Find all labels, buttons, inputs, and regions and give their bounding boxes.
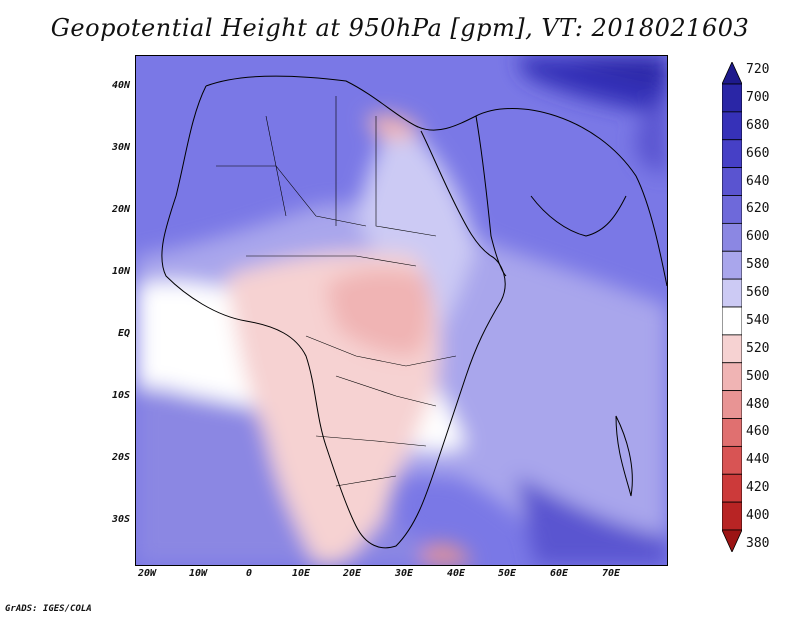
- lon-label-10e: 10E: [291, 568, 311, 579]
- lon-label-50e: 50E: [497, 568, 517, 579]
- chart-title: Geopotential Height at 950hPa [gpm], VT:…: [50, 14, 750, 42]
- colorbar-label: 700: [746, 89, 770, 105]
- colorbar-top-arrow: [722, 62, 742, 85]
- coastlines: [161, 75, 667, 549]
- colorbar-segment: [722, 473, 742, 503]
- lat-label-30n: 30N: [111, 142, 130, 153]
- colorbar-segment: [722, 222, 742, 252]
- lon-label-10w: 10W: [188, 568, 208, 579]
- colorbar-label: 460: [746, 424, 770, 440]
- colorbar-segment: [722, 418, 742, 447]
- lon-label-60e: 60E: [549, 568, 569, 579]
- lat-label-eq: EQ: [117, 328, 130, 339]
- lat-label-40n: 40N: [111, 80, 130, 91]
- colorbar-segment: [722, 445, 742, 475]
- country-borders: [216, 96, 457, 487]
- colorbar-segment: [722, 306, 742, 336]
- colorbar-label: 500: [746, 368, 770, 384]
- lat-label-10s: 10S: [111, 390, 130, 401]
- colorbar-label: 560: [746, 285, 770, 301]
- lon-label-40e: 40E: [446, 568, 466, 579]
- lon-label-20e: 20E: [342, 568, 362, 579]
- lat-label-10n: 10N: [111, 266, 130, 277]
- colorbar-label: 600: [746, 229, 770, 245]
- colorbar-segment: [722, 501, 742, 531]
- colorbar-label: 420: [746, 480, 770, 496]
- colorbar-segment: [722, 334, 742, 364]
- lon-label-70e: 70E: [601, 568, 621, 579]
- colorbar-label: 520: [746, 340, 770, 356]
- lon-label-20w: 20W: [137, 568, 157, 579]
- colorbar-label: 540: [746, 312, 770, 328]
- lat-label-30s: 30S: [111, 514, 130, 525]
- colorbar-segment: [722, 195, 742, 224]
- colorbar-label: 440: [746, 452, 770, 468]
- colorbar-segment: [722, 278, 742, 308]
- colorbar-segment: [722, 167, 742, 196]
- map-area: [135, 55, 668, 566]
- colorbar-label: 400: [746, 508, 770, 524]
- colorbar-segment: [722, 362, 742, 392]
- colorbar: [722, 62, 742, 552]
- colorbar-segment: [722, 250, 742, 280]
- lat-label-20n: 20N: [111, 204, 130, 215]
- colorbar-label: 680: [746, 117, 770, 133]
- colorbar-label: 720: [746, 62, 770, 78]
- colorbar-segment: [722, 139, 742, 169]
- credit-text: GrADS: IGES/COLA: [5, 604, 92, 614]
- geopotential-field: [136, 56, 667, 565]
- colorbar-label: 620: [746, 201, 770, 217]
- colorbar-segment: [722, 111, 742, 141]
- lat-label-20s: 20S: [111, 452, 130, 463]
- colorbar-bottom-arrow: [722, 529, 742, 552]
- colorbar-label: 380: [746, 535, 770, 551]
- colorbar-segment: [722, 83, 742, 113]
- field-contours: [136, 56, 667, 565]
- lon-label-0: 0: [245, 568, 253, 579]
- colorbar-label: 480: [746, 396, 770, 412]
- colorbar-label: 580: [746, 257, 770, 273]
- colorbar-label: 640: [746, 173, 770, 189]
- lon-label-30e: 30E: [394, 568, 414, 579]
- colorbar-segment: [722, 390, 742, 419]
- colorbar-label: 660: [746, 145, 770, 161]
